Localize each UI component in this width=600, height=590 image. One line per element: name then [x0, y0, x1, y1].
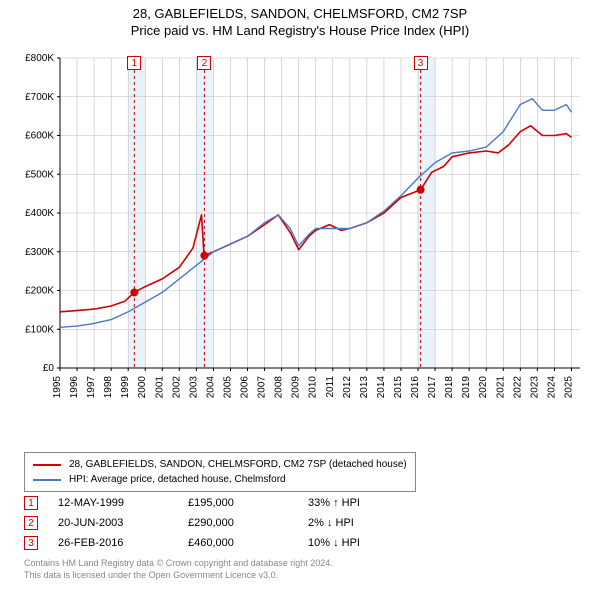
- license-footer: Contains HM Land Registry data © Crown c…: [24, 558, 333, 581]
- sale-event-2: 2 20-JUN-2003 £290,000 2% ↓ HPI: [24, 516, 448, 530]
- event-price-3: £460,000: [188, 537, 308, 549]
- chart-event-marker-3: 3: [414, 56, 428, 70]
- svg-text:2013: 2013: [359, 376, 370, 399]
- page-root: 28, GABLEFIELDS, SANDON, CHELMSFORD, CM2…: [0, 0, 600, 590]
- svg-text:£300K: £300K: [25, 247, 54, 258]
- svg-text:2006: 2006: [240, 376, 251, 399]
- svg-text:2015: 2015: [393, 376, 404, 399]
- svg-text:1995: 1995: [52, 376, 63, 399]
- sale-events-list: 1 12-MAY-1999 £195,000 33% ↑ HPI 2 20-JU…: [24, 496, 448, 556]
- svg-text:2005: 2005: [222, 376, 233, 399]
- svg-text:2003: 2003: [188, 376, 199, 399]
- svg-text:2018: 2018: [444, 376, 455, 399]
- event-price-2: £290,000: [188, 517, 308, 529]
- svg-text:2011: 2011: [325, 376, 336, 398]
- chart-title-block: 28, GABLEFIELDS, SANDON, CHELMSFORD, CM2…: [0, 0, 600, 38]
- sale-event-1: 1 12-MAY-1999 £195,000 33% ↑ HPI: [24, 496, 448, 510]
- svg-text:£800K: £800K: [25, 53, 54, 64]
- event-marker-3: 3: [24, 536, 38, 550]
- legend-swatch-hpi: [33, 479, 61, 481]
- svg-text:2000: 2000: [137, 376, 148, 399]
- event-marker-1: 1: [24, 496, 38, 510]
- chart-title-subtitle: Price paid vs. HM Land Registry's House …: [0, 23, 600, 38]
- license-line2: This data is licensed under the Open Gov…: [24, 570, 333, 582]
- legend-row-hpi: HPI: Average price, detached house, Chel…: [33, 472, 407, 487]
- legend-label-hpi: HPI: Average price, detached house, Chel…: [69, 472, 286, 487]
- event-delta-2: 2% ↓ HPI: [308, 517, 448, 529]
- svg-text:1997: 1997: [86, 376, 97, 399]
- svg-text:2023: 2023: [529, 376, 540, 399]
- svg-text:£600K: £600K: [25, 131, 54, 142]
- sale-event-3: 3 26-FEB-2016 £460,000 10% ↓ HPI: [24, 536, 448, 550]
- svg-text:2014: 2014: [376, 376, 387, 399]
- svg-text:2002: 2002: [171, 376, 182, 399]
- svg-text:2024: 2024: [546, 376, 557, 399]
- event-date-1: 12-MAY-1999: [58, 497, 188, 509]
- svg-text:£400K: £400K: [25, 208, 54, 219]
- svg-text:2017: 2017: [427, 376, 438, 399]
- event-marker-2: 2: [24, 516, 38, 530]
- svg-text:£100K: £100K: [25, 324, 54, 335]
- svg-text:2020: 2020: [478, 376, 489, 399]
- svg-text:2010: 2010: [308, 376, 319, 399]
- legend-swatch-property: [33, 464, 61, 466]
- chart-event-marker-1: 1: [127, 56, 141, 70]
- svg-text:£700K: £700K: [25, 92, 54, 103]
- svg-text:£500K: £500K: [25, 169, 54, 180]
- event-price-1: £195,000: [188, 497, 308, 509]
- legend-row-property: 28, GABLEFIELDS, SANDON, CHELMSFORD, CM2…: [33, 457, 407, 472]
- svg-text:1998: 1998: [103, 376, 114, 399]
- event-date-3: 26-FEB-2016: [58, 537, 188, 549]
- svg-text:2025: 2025: [563, 376, 574, 399]
- svg-text:2016: 2016: [410, 376, 421, 399]
- svg-text:2009: 2009: [291, 376, 302, 399]
- event-delta-1: 33% ↑ HPI: [308, 497, 448, 509]
- svg-text:2021: 2021: [495, 376, 506, 399]
- event-date-2: 20-JUN-2003: [58, 517, 188, 529]
- event-delta-3: 10% ↓ HPI: [308, 537, 448, 549]
- chart-area: £0 £100K £200K £300K £400K £500K £600K £700K £80…: [12, 52, 588, 432]
- svg-text:2022: 2022: [512, 376, 523, 399]
- svg-text:1996: 1996: [69, 376, 80, 399]
- svg-text:£0: £0: [43, 363, 55, 374]
- license-line1: Contains HM Land Registry data © Crown c…: [24, 558, 333, 570]
- svg-text:2008: 2008: [274, 376, 285, 399]
- legend: 28, GABLEFIELDS, SANDON, CHELMSFORD, CM2…: [24, 452, 416, 492]
- svg-text:2004: 2004: [205, 376, 216, 399]
- legend-label-property: 28, GABLEFIELDS, SANDON, CHELMSFORD, CM2…: [69, 457, 407, 472]
- svg-text:2001: 2001: [154, 376, 165, 399]
- svg-text:2019: 2019: [461, 376, 472, 399]
- svg-text:1999: 1999: [120, 376, 131, 399]
- line-chart-svg: £0 £100K £200K £300K £400K £500K £600K £700K £80…: [12, 52, 588, 432]
- chart-event-marker-2: 2: [197, 56, 211, 70]
- svg-text:£200K: £200K: [25, 286, 54, 297]
- svg-text:2012: 2012: [342, 376, 353, 399]
- svg-text:2007: 2007: [257, 376, 268, 399]
- chart-title-address: 28, GABLEFIELDS, SANDON, CHELMSFORD, CM2…: [0, 6, 600, 21]
